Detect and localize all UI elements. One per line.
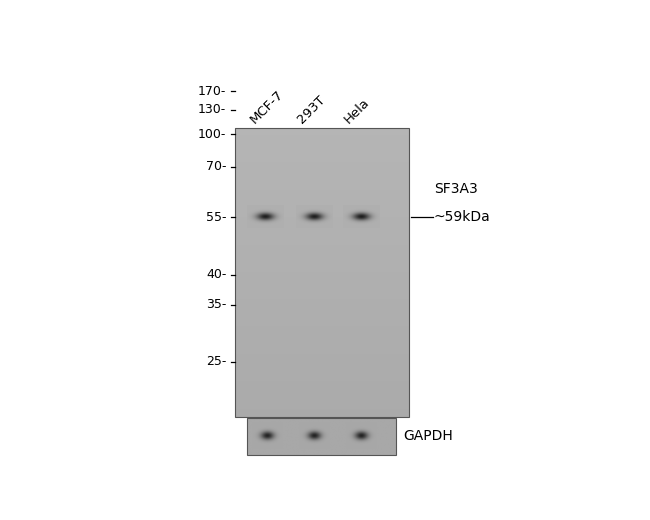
Text: GAPDH: GAPDH	[404, 430, 454, 444]
Text: 70-: 70-	[206, 160, 226, 173]
Text: ~59kDa: ~59kDa	[434, 210, 491, 224]
Text: 170-: 170-	[198, 85, 226, 98]
Text: 130-: 130-	[198, 103, 226, 116]
Text: Hela: Hela	[342, 96, 372, 126]
Bar	[235, 128, 409, 417]
Text: 293T: 293T	[294, 94, 328, 126]
Text: 55-: 55-	[206, 211, 226, 224]
Text: 40-: 40-	[206, 268, 226, 281]
Text: SF3A3: SF3A3	[434, 181, 478, 196]
Text: 35-: 35-	[206, 298, 226, 311]
Text: MCF-7: MCF-7	[248, 88, 286, 126]
Text: 100-: 100-	[198, 128, 226, 141]
Text: 25-: 25-	[206, 355, 226, 368]
Bar	[248, 418, 396, 455]
